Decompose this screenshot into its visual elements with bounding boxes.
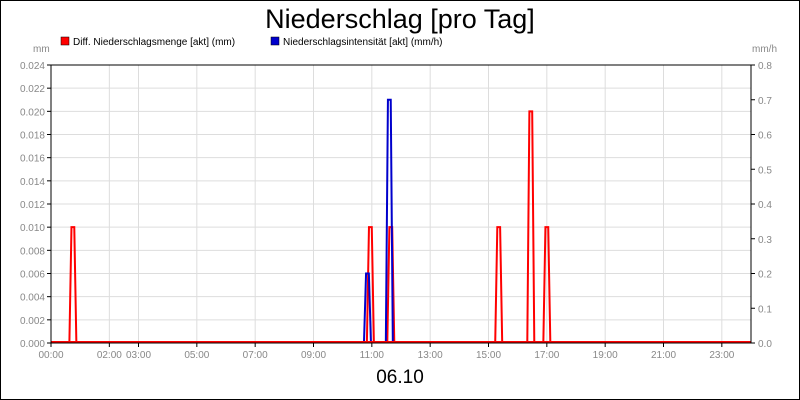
right-tick-label: 0.0 — [758, 339, 772, 350]
x-tick-label: 02:00 — [97, 350, 122, 361]
x-tick-label: 23:00 — [709, 350, 734, 361]
left-tick-label: 0.020 — [20, 107, 45, 118]
left-tick-label: 0.012 — [20, 200, 45, 211]
legend-label: Niederschlagsintensität [akt] (mm/h) — [283, 37, 443, 48]
series-spike — [362, 272, 372, 344]
left-tick-label: 0.004 — [20, 293, 45, 304]
left-axis-unit: mm — [33, 44, 50, 55]
right-tick-label: 0.1 — [758, 304, 772, 315]
x-tick-label: 09:00 — [301, 350, 326, 361]
left-tick-label: 0.022 — [20, 84, 45, 95]
right-tick-label: 0.5 — [758, 165, 772, 176]
x-tick-label: 03:00 — [126, 350, 151, 361]
chart-title: Niederschlag [pro Tag] — [265, 4, 535, 34]
left-tick-label: 0.024 — [20, 61, 45, 72]
x-tick-label: 07:00 — [243, 350, 268, 361]
right-tick-label: 0.6 — [758, 131, 772, 142]
x-tick-label: 19:00 — [593, 350, 618, 361]
right-tick-label: 0.3 — [758, 235, 772, 246]
x-tick-label: 00:00 — [38, 350, 63, 361]
right-tick-label: 0.8 — [758, 61, 772, 72]
x-tick-label: 11:00 — [360, 350, 385, 361]
x-tick-label: 21:00 — [651, 350, 676, 361]
series-spike — [384, 98, 394, 344]
series-spike — [365, 226, 375, 344]
left-tick-label: 0.018 — [20, 131, 45, 142]
series-spike — [526, 110, 536, 344]
left-tick-label: 0.000 — [20, 339, 45, 350]
plot-border — [50, 64, 752, 344]
left-tick-label: 0.006 — [20, 270, 45, 281]
left-tick-label: 0.016 — [20, 154, 45, 165]
legend-swatch — [60, 36, 70, 46]
right-tick-label: 0.2 — [758, 270, 772, 281]
right-tick-label: 0.7 — [758, 96, 772, 107]
date-label: 06.10 — [376, 367, 424, 388]
left-tick-label: 0.002 — [20, 316, 45, 327]
right-axis-unit: mm/h — [752, 44, 777, 55]
left-tick-label: 0.008 — [20, 246, 45, 257]
left-tick-label: 0.014 — [20, 177, 45, 188]
series-spike — [494, 226, 504, 344]
right-tick-label: 0.4 — [758, 200, 772, 211]
x-tick-label: 15:00 — [476, 350, 501, 361]
left-tick-label: 0.010 — [20, 223, 45, 234]
x-tick-label: 13:00 — [418, 350, 443, 361]
legend-swatch — [270, 36, 280, 46]
legend-label: Diff. Niederschlagsmenge [akt] (mm) — [73, 37, 235, 48]
series-spike — [542, 226, 552, 344]
series-spike — [68, 226, 78, 344]
x-tick-label: 05:00 — [184, 350, 209, 361]
x-tick-label: 17:00 — [534, 350, 559, 361]
